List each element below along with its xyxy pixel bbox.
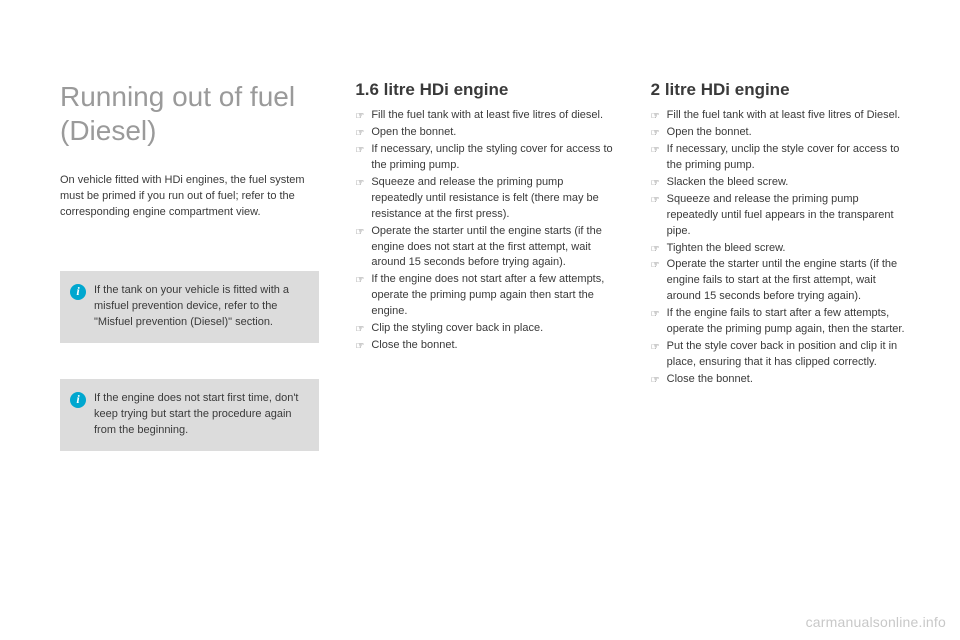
step-text: Open the bonnet. — [667, 126, 752, 138]
bullet-icon: ☞ — [355, 323, 364, 338]
list-item: ☞ Clip the styling cover back in place. — [355, 321, 614, 337]
list-item: ☞ Open the bonnet. — [651, 125, 910, 141]
bullet-icon: ☞ — [651, 110, 660, 125]
step-text: Squeeze and release the priming pump rep… — [667, 193, 894, 237]
list-item: ☞ Tighten the bleed screw. — [651, 241, 910, 257]
bullet-icon: ☞ — [355, 177, 364, 192]
bullet-icon: ☞ — [651, 243, 660, 258]
list-item: ☞ If necessary, unclip the styling cover … — [355, 142, 614, 174]
bullet-icon: ☞ — [651, 259, 660, 274]
list-item: ☞ Open the bonnet. — [355, 125, 614, 141]
list-item: ☞ If the engine does not start after a fe… — [355, 272, 614, 320]
info-box-engine-start: i If the engine does not start first tim… — [60, 379, 319, 451]
column-middle: 1.6 litre HDi engine ☞ Fill the fuel tank… — [355, 80, 614, 487]
watermark-text: carmanualsonline.info — [806, 614, 946, 630]
bullet-icon: ☞ — [355, 144, 364, 159]
step-text: If the engine does not start after a few… — [371, 273, 604, 317]
step-text: Operate the starter until the engine sta… — [371, 225, 602, 269]
step-text: Put the style cover back in position and… — [667, 340, 898, 368]
intro-paragraph: On vehicle fitted with HDi engines, the … — [60, 173, 319, 221]
step-text: Slacken the bleed screw. — [667, 176, 789, 188]
list-item: ☞ Operate the starter until the engine st… — [355, 224, 614, 272]
page-title: Running out of fuel (Diesel) — [60, 80, 319, 147]
engine-heading-16: 1.6 litre HDi engine — [355, 80, 614, 100]
bullet-icon: ☞ — [651, 308, 660, 323]
bullet-icon: ☞ — [355, 340, 364, 355]
steps-list-16: ☞ Fill the fuel tank with at least five l… — [355, 108, 614, 354]
bullet-icon: ☞ — [355, 110, 364, 125]
bullet-icon: ☞ — [651, 341, 660, 356]
info-icon: i — [70, 392, 86, 408]
info-box-misfuel: i If the tank on your vehicle is fitted … — [60, 271, 319, 343]
list-item: ☞ Put the style cover back in position an… — [651, 339, 910, 371]
step-text: Fill the fuel tank with at least five li… — [667, 109, 901, 121]
step-text: Tighten the bleed screw. — [667, 242, 786, 254]
column-right: 2 litre HDi engine ☞ Fill the fuel tank w… — [651, 80, 910, 487]
step-text: Close the bonnet. — [667, 373, 753, 385]
bullet-icon: ☞ — [651, 127, 660, 142]
list-item: ☞ Close the bonnet. — [651, 372, 910, 388]
step-text: Fill the fuel tank with at least five li… — [371, 109, 603, 121]
list-item: ☞ Slacken the bleed screw. — [651, 175, 910, 191]
list-item: ☞ Fill the fuel tank with at least five l… — [651, 108, 910, 124]
info-icon: i — [70, 284, 86, 300]
list-item: ☞ If necessary, unclip the style cover fo… — [651, 142, 910, 174]
column-left: Running out of fuel (Diesel) On vehicle … — [60, 80, 319, 487]
info-text: If the tank on your vehicle is fitted wi… — [94, 283, 307, 331]
bullet-icon: ☞ — [651, 177, 660, 192]
bullet-icon: ☞ — [355, 226, 364, 241]
list-item: ☞ Squeeze and release the priming pump re… — [355, 175, 614, 223]
list-item: ☞ Squeeze and release the priming pump re… — [651, 192, 910, 240]
engine-heading-2l: 2 litre HDi engine — [651, 80, 910, 100]
step-text: Squeeze and release the priming pump rep… — [371, 176, 598, 220]
step-text: Close the bonnet. — [371, 339, 457, 351]
step-text: If the engine fails to start after a few… — [667, 307, 905, 335]
bullet-icon: ☞ — [651, 144, 660, 159]
step-text: If necessary, unclip the styling cover f… — [371, 143, 612, 171]
list-item: ☞ Fill the fuel tank with at least five l… — [355, 108, 614, 124]
bullet-icon: ☞ — [355, 274, 364, 289]
list-item: ☞ If the engine fails to start after a fe… — [651, 306, 910, 338]
step-text: If necessary, unclip the style cover for… — [667, 143, 900, 171]
steps-list-2l: ☞ Fill the fuel tank with at least five l… — [651, 108, 910, 388]
bullet-icon: ☞ — [651, 194, 660, 209]
step-text: Open the bonnet. — [371, 126, 456, 138]
list-item: ☞ Operate the starter until the engine st… — [651, 257, 910, 305]
info-text: If the engine does not start first time,… — [94, 391, 307, 439]
page-content: Running out of fuel (Diesel) On vehicle … — [0, 0, 960, 527]
step-text: Operate the starter until the engine sta… — [667, 258, 898, 302]
bullet-icon: ☞ — [651, 374, 660, 389]
bullet-icon: ☞ — [355, 127, 364, 142]
list-item: ☞ Close the bonnet. — [355, 338, 614, 354]
step-text: Clip the styling cover back in place. — [371, 322, 543, 334]
